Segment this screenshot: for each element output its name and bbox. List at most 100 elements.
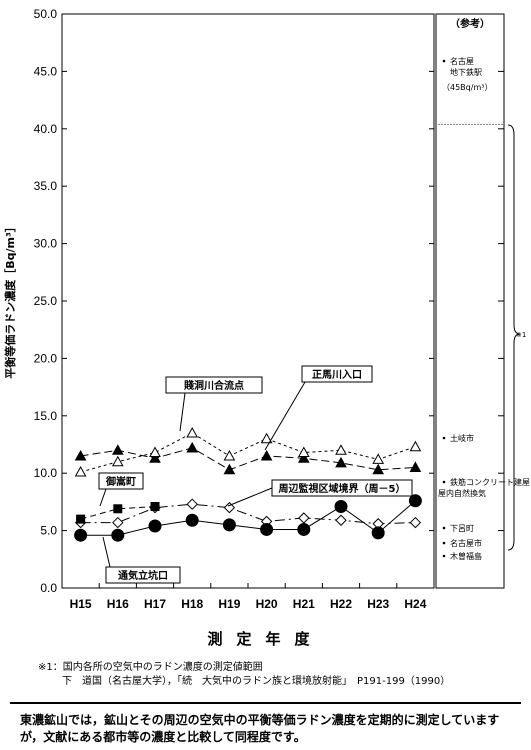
data-point: [111, 444, 124, 455]
y-axis-title: 平衡等価ラドン濃度［Bq/m³］: [3, 221, 17, 379]
label-box-shaft: [105, 566, 181, 584]
ref-dot: [442, 59, 446, 63]
ref-dot: [442, 526, 446, 530]
y-tick-label: 0.0: [40, 581, 57, 595]
label-box-mitake: [98, 472, 144, 490]
x-tick-label: H23: [367, 597, 389, 611]
data-point: [335, 514, 347, 526]
x-tick-label: H18: [181, 597, 203, 611]
y-tick-label: 45.0: [34, 64, 58, 78]
data-point: [186, 426, 199, 438]
series-4: [74, 494, 422, 542]
caption-text: 東濃鉱山では，鉱山とその周辺の空気中の平衡等価ラドン濃度を定期的に測定しています…: [20, 713, 500, 744]
data-point: [335, 456, 347, 468]
y-tick-label: 30.0: [34, 237, 58, 251]
data-point: [409, 516, 422, 529]
series-0: [74, 441, 422, 475]
series-line: [80, 500, 416, 536]
data-point: [74, 528, 88, 542]
y-tick-label: 20.0: [34, 351, 58, 365]
reference-title: （参考）: [450, 17, 490, 30]
leader-shaft: [102, 536, 111, 568]
ref-label: 鉄筋コンクリート建屋屋内自然換気: [438, 477, 530, 498]
leader-mitake: [99, 488, 107, 507]
separator-rule: [10, 702, 521, 704]
x-tick-label: H16: [107, 597, 129, 611]
x-tick-label: H15: [70, 597, 92, 611]
ref-label: 木曽福島: [450, 551, 482, 561]
label-box-sendogawa: [165, 376, 263, 394]
data-point: [408, 494, 422, 508]
ref-dot: [442, 480, 446, 484]
x-tick-label: H17: [144, 597, 166, 611]
leader-shobagawa: [264, 381, 306, 451]
ref-label: 下呂町: [450, 524, 474, 533]
data-point: [76, 514, 86, 524]
reference-panel: [435, 13, 505, 589]
ref-dot: [442, 541, 446, 545]
x-tick-label: H19: [218, 597, 240, 611]
data-point: [149, 446, 161, 458]
data-point: [74, 449, 87, 461]
leader-boundary: [227, 487, 273, 507]
data-point: [335, 444, 347, 455]
data-point: [223, 449, 236, 461]
bracket-label: ※1: [516, 331, 526, 339]
data-point: [372, 453, 385, 464]
data-point: [223, 463, 236, 475]
data-point: [260, 432, 273, 444]
ref-dot: [442, 436, 446, 440]
data-point: [112, 516, 124, 529]
footnote-line-2: 下 道国（名古屋大学），「続 大気中のラドン族と環境放射能」 P191-199（…: [62, 676, 451, 687]
y-tick-label: 35.0: [34, 179, 58, 193]
ref-label: 名古屋地下鉄駅（45Bq/m³）: [442, 56, 492, 92]
data-point: [223, 501, 236, 514]
data-point: [372, 463, 385, 475]
reference-bracket: [507, 124, 521, 551]
series-line: [80, 505, 156, 520]
data-point: [186, 441, 199, 453]
x-tick-label: H22: [330, 597, 352, 611]
series-3: [76, 501, 160, 524]
data-point: [111, 528, 125, 542]
footnote: ※1：国内各所の空気中のラドン濃度の測定値範囲 下 道国（名古屋大学），「続 大…: [38, 661, 450, 689]
data-point: [260, 522, 274, 536]
footnote-line-1: ※1：国内各所の空気中のラドン濃度の測定値範囲: [38, 662, 263, 673]
data-point: [186, 498, 198, 510]
data-point: [334, 499, 348, 513]
data-point: [297, 452, 310, 463]
y-tick-label: 5.0: [40, 524, 57, 538]
label-shaft: 通気立坑口: [118, 569, 168, 582]
y-tick-label: 50.0: [34, 7, 58, 21]
x-tick-label: H20: [256, 597, 278, 611]
data-point: [222, 518, 236, 532]
ref-label: 土岐市: [450, 433, 474, 443]
data-point: [149, 452, 161, 463]
data-point: [409, 461, 422, 472]
x-tick-label: H24: [404, 597, 426, 611]
leader-sendogawa: [179, 392, 186, 432]
label-mitake: 御嵩町: [105, 475, 136, 488]
series-1: [74, 426, 422, 477]
y-tick-label: 15.0: [34, 409, 58, 423]
data-point: [111, 455, 124, 467]
series-line: [80, 447, 416, 471]
label-shobagawa: 正馬川入口: [312, 369, 362, 381]
data-point: [298, 512, 310, 524]
data-point: [185, 513, 199, 527]
label-box-shobagawa: [301, 365, 373, 383]
data-point: [297, 446, 310, 458]
data-point: [409, 440, 422, 452]
series-line: [80, 503, 416, 525]
label-sendogawa: 賤洞川合流点: [183, 379, 244, 392]
radon-chart: 0.0 5.0 10.0 15.0 20.0 25.0 30.0 35.0 40.0 45.0 50…: [3, 7, 530, 611]
data-point: [113, 504, 123, 514]
label-boundary: 周辺監視区域境界（周－5）: [279, 482, 406, 495]
series-2: [74, 498, 422, 530]
plot-frame: [61, 13, 435, 589]
data-point: [150, 501, 160, 511]
data-point: [148, 519, 162, 533]
y-tick-label: 10.0: [34, 466, 58, 480]
x-tick-label: H21: [293, 597, 315, 611]
data-point: [74, 466, 87, 477]
